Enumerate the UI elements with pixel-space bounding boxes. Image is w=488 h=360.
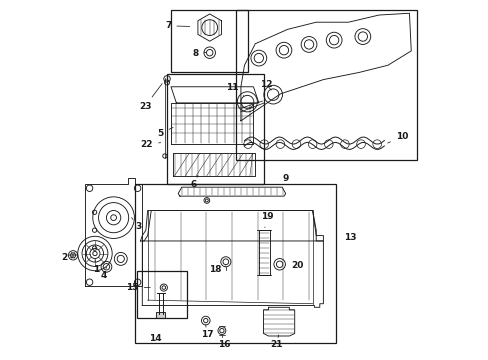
Text: 12: 12 bbox=[260, 81, 272, 90]
Text: 13: 13 bbox=[344, 233, 356, 242]
Bar bbox=[258, 230, 269, 275]
Text: 8: 8 bbox=[192, 49, 206, 58]
Bar bbox=[135, 184, 335, 343]
Text: 15: 15 bbox=[126, 283, 150, 292]
Text: 1: 1 bbox=[93, 260, 99, 274]
Text: 3: 3 bbox=[131, 218, 142, 231]
Text: 16: 16 bbox=[218, 335, 230, 349]
Text: 5: 5 bbox=[157, 127, 173, 138]
Bar bbox=[137, 271, 187, 318]
Text: 2: 2 bbox=[61, 253, 73, 262]
Text: 7: 7 bbox=[164, 21, 189, 30]
Text: 22: 22 bbox=[140, 140, 161, 149]
Text: 19: 19 bbox=[261, 212, 273, 228]
Bar bbox=[156, 312, 164, 318]
Text: 18: 18 bbox=[209, 265, 225, 274]
Bar bbox=[171, 10, 247, 72]
Text: 23: 23 bbox=[139, 84, 162, 111]
Text: 4: 4 bbox=[100, 267, 106, 280]
Bar bbox=[235, 10, 416, 160]
Text: 20: 20 bbox=[285, 261, 303, 270]
Text: 11: 11 bbox=[225, 83, 244, 96]
Text: 14: 14 bbox=[149, 334, 162, 343]
Text: 9: 9 bbox=[283, 174, 289, 183]
Text: 6: 6 bbox=[190, 175, 198, 189]
Text: 10: 10 bbox=[387, 132, 407, 143]
Bar bbox=[167, 74, 264, 184]
Text: 21: 21 bbox=[270, 335, 283, 349]
Text: 17: 17 bbox=[200, 325, 213, 339]
